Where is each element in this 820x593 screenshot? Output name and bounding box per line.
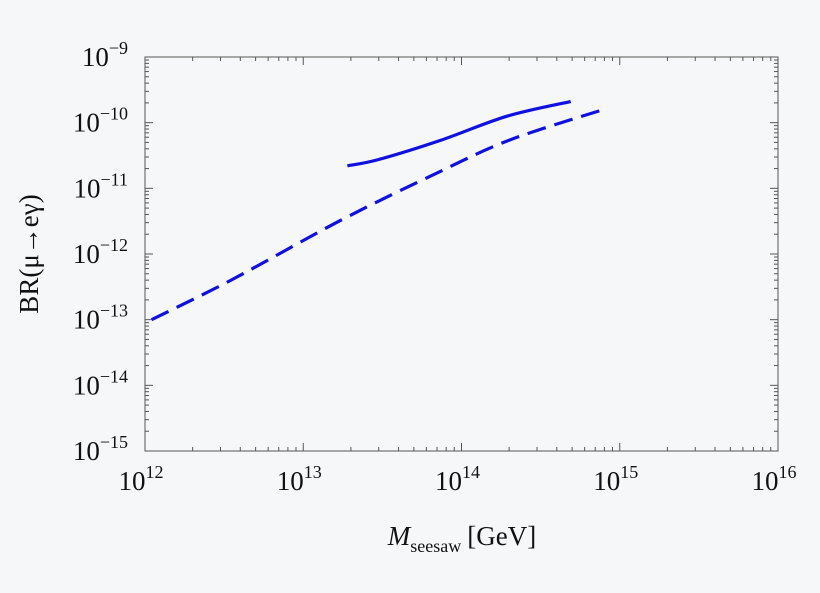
series-dashed-line [150,107,605,322]
x-axis-label: Mseesaw [GeV] [387,521,536,556]
y-axis-label: BR(μ→eγ) [14,194,44,313]
y-tick-label: 10−13 [73,301,128,335]
x-tick-label: 1014 [435,462,480,496]
plot-frame [144,56,779,452]
x-tick-label: 1013 [277,462,322,496]
series-solid-line [347,99,572,168]
x-label-unit: [GeV] [467,521,536,551]
y-tick-label: 10−11 [74,169,128,203]
y-tick-label: 10−10 [73,104,128,138]
y-tick-label: 10−14 [73,366,128,400]
x-label-sub: seesaw [410,536,461,556]
y-tick-label: 10−9 [82,38,128,72]
x-tick-label: 1016 [752,462,797,496]
x-tick-label: 1015 [593,462,638,496]
x-label-main: M [387,521,412,551]
y-tick-label: 10−15 [73,432,128,466]
y-tick-label: 10−12 [73,235,128,269]
x-tick-label: 1012 [119,462,164,496]
